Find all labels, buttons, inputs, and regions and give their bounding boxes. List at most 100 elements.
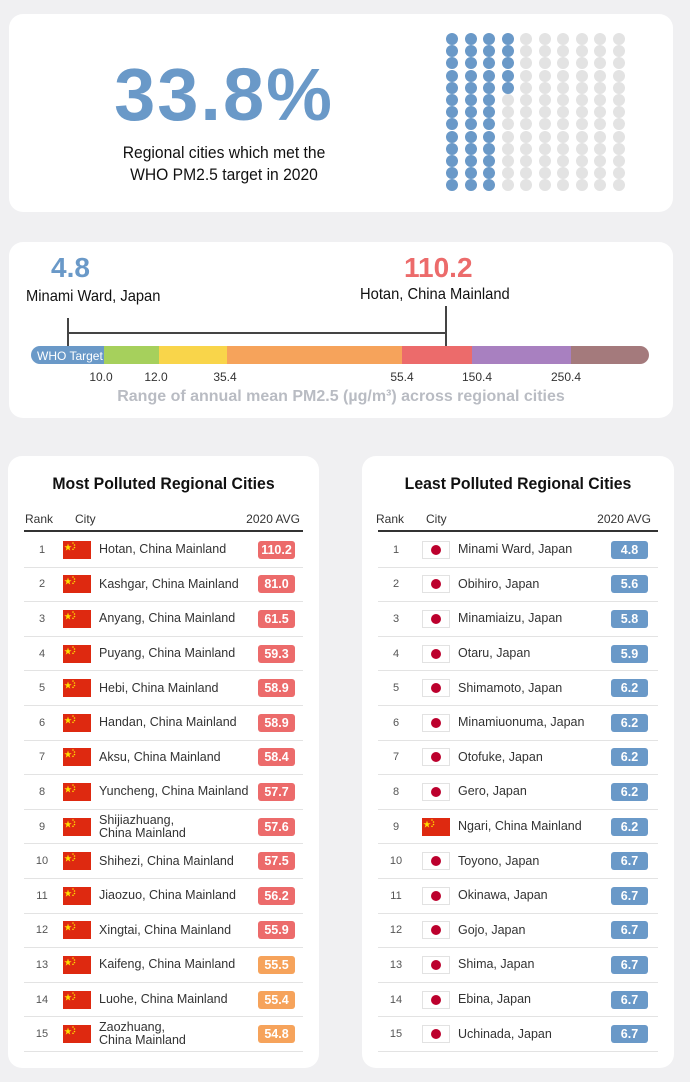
waffle-dot <box>612 179 625 192</box>
row-rank: 15 <box>389 1028 403 1041</box>
waffle-dot <box>612 33 625 45</box>
china-flag-icon <box>63 782 91 801</box>
waffle-dot <box>594 179 606 192</box>
japan-flag-icon <box>422 852 450 871</box>
japan-flag-icon <box>422 609 450 628</box>
waffle-dot <box>464 94 477 106</box>
row-rank: 14 <box>389 993 403 1006</box>
waffle-dot <box>594 155 606 167</box>
waffle-dot <box>464 142 477 155</box>
range-band <box>159 346 227 364</box>
waffle-dot <box>612 69 625 82</box>
waffle-dot <box>446 69 458 82</box>
row-rank: 1 <box>38 543 46 556</box>
waffle-dot <box>520 45 532 58</box>
waffle-dot <box>520 179 532 192</box>
table-row: 13 Kaifeng, China Mainland 55.5 <box>24 948 303 983</box>
japan-flag-icon <box>422 955 450 974</box>
china-flag-icon <box>63 921 91 940</box>
row-city: Jiaozuo, China Mainland <box>99 888 236 903</box>
waffle-dot <box>557 69 569 82</box>
waffle-dot <box>446 106 458 119</box>
waffle-dot <box>464 106 477 119</box>
waffle-dot <box>520 130 532 143</box>
row-value-badge: 5.8 <box>611 609 648 628</box>
waffle-dot <box>594 81 606 94</box>
waffle-dot <box>501 45 514 58</box>
row-value-badge: 55.4 <box>258 990 295 1009</box>
least-city-header: City <box>426 512 447 526</box>
waffle-dot <box>483 106 495 119</box>
row-city: Aksu, China Mainland <box>99 749 221 764</box>
row-value-badge: 57.6 <box>258 817 295 836</box>
least-polluted-title: Least Polluted Regional Cities <box>404 474 632 493</box>
waffle-dot <box>575 118 588 131</box>
waffle-dot <box>557 130 569 143</box>
waffle-dot <box>483 130 495 143</box>
table-row: 2 Obihiro, Japan 5.6 <box>378 568 658 603</box>
waffle-dot <box>446 57 458 70</box>
min-city: Minami Ward, Japan <box>26 288 161 305</box>
min-value: 4.8 <box>51 252 90 283</box>
japan-flag-icon <box>422 644 450 663</box>
waffle-dot <box>538 179 551 192</box>
waffle-dot <box>557 167 569 180</box>
waffle-dot <box>520 57 532 70</box>
most-city-header: City <box>75 512 96 526</box>
row-value-badge: 57.5 <box>258 852 295 871</box>
waffle-dot <box>520 69 532 82</box>
waffle-dot <box>538 81 551 94</box>
row-city: Luohe, China Mainland <box>99 992 228 1007</box>
row-city: Toyono, Japan <box>458 853 540 868</box>
waffle-dot <box>557 94 569 106</box>
waffle-dot <box>520 33 532 45</box>
table-row: 6 Handan, China Mainland 58.9 <box>24 706 303 741</box>
waffle-dot <box>557 118 569 131</box>
row-rank: 11 <box>390 889 402 902</box>
china-flag-icon <box>63 713 91 732</box>
waffle-dot <box>501 94 514 106</box>
waffle-dot <box>446 167 458 180</box>
table-row: 11 Okinawa, Japan 6.7 <box>378 879 658 914</box>
row-rank: 2 <box>38 578 46 591</box>
row-city: Minamiaizu, Japan <box>458 611 563 626</box>
row-city: Okinawa, Japan <box>458 888 548 903</box>
waffle-dot <box>575 33 588 45</box>
waffle-dot <box>501 69 514 82</box>
waffle-dot <box>446 130 458 143</box>
row-rank: 4 <box>38 647 46 660</box>
waffle-dot <box>612 94 625 106</box>
waffle-dot <box>464 167 477 180</box>
row-value-badge: 4.8 <box>611 540 648 559</box>
row-city: Obihiro, Japan <box>458 576 540 591</box>
waffle-dot <box>575 57 588 70</box>
waffle-dot <box>594 57 606 70</box>
table-row: 12 Gojo, Japan 6.7 <box>378 914 658 949</box>
waffle-dot <box>557 45 569 58</box>
waffle-dot <box>594 45 606 58</box>
row-value-badge: 6.7 <box>611 886 648 905</box>
waffle-dot <box>501 130 514 143</box>
row-city: Ebina, Japan <box>458 992 531 1007</box>
waffle-dot <box>501 179 514 192</box>
table-row: 10 Shihezi, China Mainland 57.5 <box>24 844 303 879</box>
waffle-dot <box>594 94 606 106</box>
japan-flag-icon <box>422 713 450 732</box>
least-header-rule <box>378 530 658 532</box>
waffle-dot <box>594 130 606 143</box>
row-rank: 1 <box>392 543 400 556</box>
waffle-dot <box>520 142 532 155</box>
waffle-dot <box>501 118 514 131</box>
japan-flag-icon <box>422 575 450 594</box>
max-city: Hotan, China Mainland <box>360 286 510 303</box>
table-row: 4 Otaru, Japan 5.9 <box>378 637 658 672</box>
waffle-dot <box>501 155 514 167</box>
range-tick-label: 10.0 <box>89 370 113 382</box>
waffle-dot <box>520 118 532 131</box>
table-row: 9 Shijiazhuang, China Mainland 57.6 <box>24 810 303 845</box>
row-rank: 10 <box>35 855 49 868</box>
row-value-badge: 57.7 <box>258 782 295 801</box>
waffle-dot <box>446 81 458 94</box>
waffle-dot <box>612 130 625 143</box>
range-band <box>31 346 104 364</box>
